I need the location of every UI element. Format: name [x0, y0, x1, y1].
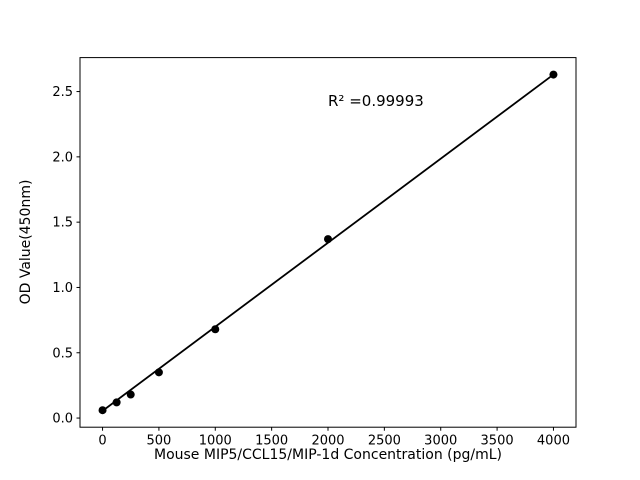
x-tick-label: 3000	[424, 434, 457, 449]
y-tick-label: 0.5	[52, 346, 73, 361]
data-point	[126, 390, 135, 399]
data-point	[154, 368, 163, 377]
y-axis-label: OD Value(450nm)	[18, 180, 34, 305]
data-point	[112, 398, 121, 407]
x-tick-label: 1000	[199, 434, 232, 449]
r-squared-annotation: R² =0.99993	[328, 92, 424, 110]
x-axis-label: Mouse MIP5/CCL15/MIP-1d Concentration (p…	[154, 447, 502, 463]
x-tick-label: 1500	[255, 434, 288, 449]
y-tick-label: 2.0	[52, 150, 73, 165]
data-point	[211, 325, 220, 334]
x-tick-label: 2500	[368, 434, 401, 449]
data-point	[549, 70, 558, 79]
data-point	[98, 406, 107, 415]
x-tick-label: 4000	[537, 434, 570, 449]
x-tick-label: 2000	[311, 434, 344, 449]
y-tick-label: 2.5	[52, 85, 73, 100]
x-tick-label: 0	[98, 434, 106, 449]
y-tick-label: 1.5	[52, 216, 73, 231]
x-tick-label: 3500	[481, 434, 514, 449]
x-tick-label: 500	[146, 434, 171, 449]
y-tick-label: 0.0	[52, 412, 73, 427]
plot-area: 0 500 1000 1500 2000 2500 3000 3500 4000 0.0 0.5 1.…	[52, 57, 577, 449]
data-point	[324, 235, 332, 244]
y-tick-label: 1.0	[52, 281, 73, 296]
